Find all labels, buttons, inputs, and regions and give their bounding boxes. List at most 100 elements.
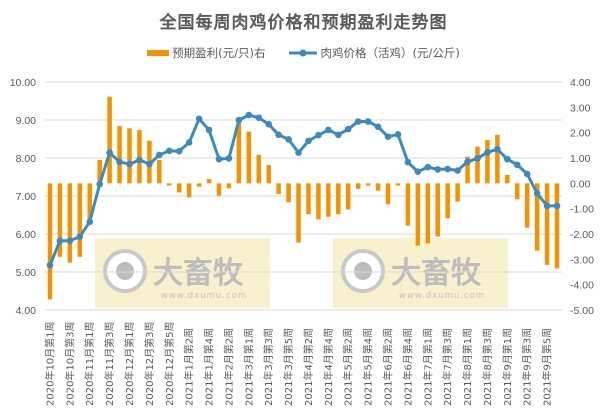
price-point <box>265 120 273 128</box>
price-point <box>185 139 193 146</box>
price-point <box>444 165 451 173</box>
y-left-tick-label: 5.00 <box>16 267 37 279</box>
y-right-tick-label: -1.00 <box>570 204 594 216</box>
profit-bar <box>395 183 401 186</box>
profit-bar <box>534 183 540 251</box>
profit-bar <box>97 160 102 184</box>
profit-bar <box>87 183 92 222</box>
price-point <box>414 168 422 175</box>
profit-bar <box>57 183 63 257</box>
y-left-tick-label: 6.00 <box>16 229 37 241</box>
price-point <box>344 125 352 133</box>
profit-bar <box>445 183 450 219</box>
profit-bar <box>286 183 291 203</box>
svg-text:大畜牧: 大畜牧 <box>391 256 482 291</box>
price-point <box>533 190 541 197</box>
svg-text:www.dxumu.com: www.dxumu.com <box>161 291 247 301</box>
y-right-tick-label: -3.00 <box>570 254 594 266</box>
profit-bar <box>216 183 222 196</box>
profit-bar <box>206 179 212 184</box>
x-tick-label: 2021年1月第4周 <box>203 328 216 406</box>
profit-bar <box>365 183 371 186</box>
x-tick-label: 2021年3月第1周 <box>242 328 255 406</box>
price-point <box>513 161 521 169</box>
price-point <box>553 202 561 210</box>
profit-bar <box>495 134 500 184</box>
price-point <box>195 115 203 123</box>
profit-bar <box>296 183 301 243</box>
profit-bar <box>425 183 431 244</box>
price-point <box>325 126 332 134</box>
x-tick-label: 2020年12月第3周 <box>143 321 156 406</box>
chart-title: 全国每周肉鸡价格和预期盈利走势图 <box>159 13 448 33</box>
price-point <box>394 131 402 138</box>
price-point <box>354 118 362 125</box>
price-point <box>543 202 551 210</box>
x-tick-label: 2021年8月第1周 <box>461 328 474 406</box>
price-point <box>106 149 113 156</box>
profit-bar <box>345 183 351 210</box>
profit-bar <box>475 146 480 184</box>
profit-bar <box>435 183 440 237</box>
profit-bar <box>455 183 460 202</box>
profit-bar <box>544 183 550 265</box>
price-point <box>434 166 442 173</box>
price-point <box>275 131 282 139</box>
price-point <box>96 180 103 188</box>
y-right-tick-label: 0.00 <box>570 178 591 190</box>
profit-bar <box>157 160 162 184</box>
y-left-tick-label: 8.00 <box>16 153 37 165</box>
profit-bar <box>167 183 172 186</box>
x-tick-label: 2021年4月第2周 <box>302 328 315 406</box>
price-point <box>255 114 263 122</box>
svg-text:www.dxumu.com: www.dxumu.com <box>399 291 485 301</box>
x-tick-label: 2021年3月第3周 <box>262 328 275 406</box>
y-right-tick-label: 1.00 <box>570 153 591 165</box>
legend-item-profit: 预期盈利(元/只)右 <box>147 45 266 61</box>
y-left-tick-label: 9.00 <box>16 115 37 127</box>
x-tick-label: 2021年6月第4周 <box>401 328 414 406</box>
price-point <box>76 233 84 240</box>
x-tick-label: 2021年3月第5周 <box>282 328 295 406</box>
price-point <box>374 123 382 131</box>
profit-bar <box>266 165 271 184</box>
x-tick-label: 2021年2月第2周 <box>222 328 235 406</box>
profit-bar <box>276 183 281 194</box>
profit-bar <box>485 140 490 184</box>
svg-text:大畜牧: 大畜牧 <box>153 256 244 291</box>
y-right-tick-label: -2.00 <box>570 229 594 241</box>
price-point <box>484 149 491 156</box>
x-tick-label: 2021年6月第2周 <box>382 328 395 406</box>
profit-bar <box>515 183 520 200</box>
price-point <box>364 118 372 125</box>
price-point <box>156 151 163 159</box>
x-tick-label: 2020年11月第1周 <box>83 321 96 406</box>
price-point <box>523 170 531 178</box>
price-point <box>175 147 183 155</box>
y-left-tick-label: 4.00 <box>16 305 37 317</box>
y-left-tick-label: 7.00 <box>16 191 37 203</box>
y-right-tick-label: -4.00 <box>570 280 594 292</box>
x-tick-label: 2021年1月第2周 <box>183 328 196 406</box>
y-right-tick-label: 2.00 <box>570 128 591 140</box>
profit-bar <box>47 183 53 300</box>
price-point <box>464 158 471 166</box>
profit-bar <box>375 183 381 191</box>
x-tick-label: 2020年11月第3周 <box>103 321 116 406</box>
profit-bar <box>465 156 470 184</box>
profit-bar <box>554 183 560 269</box>
x-tick-label: 2020年12月第1周 <box>123 321 136 406</box>
price-point <box>454 167 461 174</box>
price-point <box>46 261 54 269</box>
price-point <box>334 131 342 139</box>
price-point <box>295 149 302 156</box>
y-left-tick-label: 10.00 <box>10 77 36 89</box>
chart-legend: 预期盈利(元/只)右 肉鸡价格（活鸡）(元/公斤) <box>0 45 607 61</box>
profit-bar <box>236 117 242 184</box>
profit-bar <box>405 183 411 226</box>
price-point <box>215 155 223 163</box>
price-point <box>305 137 312 145</box>
